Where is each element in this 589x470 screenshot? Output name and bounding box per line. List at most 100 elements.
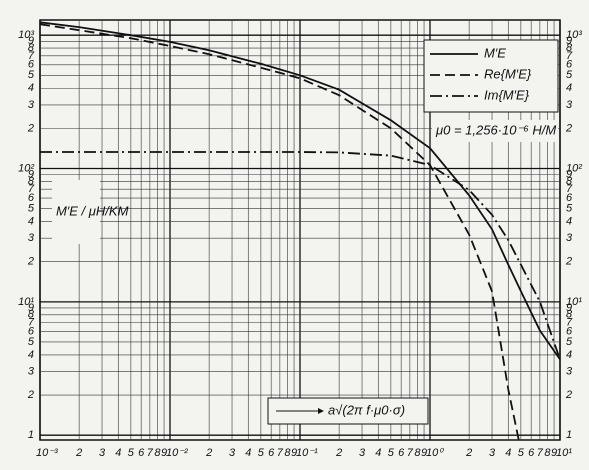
y-tick-label-right: 9 bbox=[566, 169, 572, 181]
y-tick-label-right: 7 bbox=[566, 50, 573, 62]
y-tick-label-left: 3 bbox=[28, 99, 35, 111]
y-tick-label-right: 4 bbox=[566, 215, 572, 227]
y-tick-label-left: 9 bbox=[28, 169, 34, 181]
y-tick-label-right: 5 bbox=[566, 203, 573, 215]
y-tick-label-left: 3 bbox=[28, 232, 35, 244]
series-line bbox=[40, 151, 560, 360]
y-tick-label-left: 10³ bbox=[18, 29, 34, 41]
x-tick-label: 6 bbox=[398, 447, 405, 459]
y-tick-label-left: 8 bbox=[28, 42, 35, 54]
x-tick-label: 6 bbox=[268, 447, 275, 459]
y-tick-label-left: 7 bbox=[28, 316, 35, 328]
x-axis-label: a√(2π f·μ0·σ) bbox=[328, 402, 405, 417]
y-tick-label-right: 9 bbox=[566, 302, 572, 314]
y-axis-label: M′E / μH/KM bbox=[56, 203, 129, 218]
y-tick-label-left: 10¹ bbox=[18, 296, 34, 308]
y-tick-label-right: 4 bbox=[566, 349, 572, 361]
y-tick-label-right: 8 bbox=[566, 175, 573, 187]
legend-label: M′E bbox=[484, 45, 506, 60]
y-tick-label-right: 4 bbox=[566, 82, 572, 94]
annotation-bg bbox=[432, 120, 558, 142]
y-tick-label-right: 10¹ bbox=[566, 296, 582, 308]
y-tick-label-left: 10² bbox=[18, 162, 34, 174]
y-tick-label-right: 3 bbox=[566, 99, 573, 111]
y-tick-label-right: 10³ bbox=[566, 29, 582, 41]
y-tick-label-left: 7 bbox=[28, 50, 35, 62]
y-tick-label-right: 7 bbox=[566, 316, 573, 328]
x-tick-label: 3 bbox=[489, 447, 496, 459]
y-tick-label-left: 8 bbox=[28, 309, 35, 321]
x-tick-label: 8 bbox=[284, 447, 291, 459]
y-tick-label-left: 5 bbox=[28, 336, 35, 348]
y-tick-label-left: 1 bbox=[28, 429, 34, 441]
x-tick-label: 4 bbox=[245, 447, 251, 459]
y-tick-label-right: 3 bbox=[566, 365, 573, 377]
x-tick-label: 5 bbox=[128, 447, 135, 459]
x-tick-label: 10¹ bbox=[556, 447, 572, 459]
y-tick-label-left: 4 bbox=[28, 82, 34, 94]
x-tick-label: 10⁰ bbox=[426, 447, 444, 459]
y-tick-label-right: 2 bbox=[565, 256, 572, 268]
y-tick-label-right: 8 bbox=[566, 42, 573, 54]
y-label-bg bbox=[52, 180, 100, 244]
x-tick-label: 7 bbox=[147, 447, 154, 459]
y-tick-label-right: 10² bbox=[566, 162, 582, 174]
x-tick-label: 7 bbox=[407, 447, 414, 459]
x-tick-label: 3 bbox=[99, 447, 106, 459]
x-tick-label: 8 bbox=[544, 447, 551, 459]
y-tick-label-left: 2 bbox=[27, 389, 34, 401]
x-label-arrowhead bbox=[318, 408, 324, 414]
x-tick-label: 2 bbox=[205, 447, 212, 459]
legend-label: Re{M′E} bbox=[484, 66, 532, 81]
y-tick-label-left: 6 bbox=[28, 325, 35, 337]
lines bbox=[40, 21, 560, 440]
y-tick-label-left: 5 bbox=[28, 69, 35, 81]
x-tick-label: 9 bbox=[421, 447, 427, 459]
x-tick-label: 7 bbox=[537, 447, 544, 459]
x-tick-label: 6 bbox=[138, 447, 145, 459]
x-tick-label: 4 bbox=[505, 447, 511, 459]
y-tick-label-right: 6 bbox=[566, 325, 573, 337]
x-tick-label: 10⁻³ bbox=[36, 447, 58, 459]
x-tick-label: 2 bbox=[75, 447, 82, 459]
y-tick-label-right: 1 bbox=[566, 429, 572, 441]
x-tick-label: 5 bbox=[388, 447, 395, 459]
y-tick-label-left: 4 bbox=[28, 349, 34, 361]
y-tick-label-right: 6 bbox=[566, 59, 573, 71]
y-tick-label-left: 6 bbox=[28, 192, 35, 204]
y-tick-label-right: 5 bbox=[566, 336, 573, 348]
y-tick-label-right: 2 bbox=[565, 122, 572, 134]
x-tick-label: 9 bbox=[551, 447, 557, 459]
y-tick-label-left: 9 bbox=[28, 302, 34, 314]
y-tick-label-left: 6 bbox=[28, 59, 35, 71]
legend-box bbox=[423, 39, 559, 113]
x-tick-label: 5 bbox=[258, 447, 265, 459]
y-tick-label-left: 2 bbox=[27, 256, 34, 268]
y-tick-label-left: 2 bbox=[27, 122, 34, 134]
series-line bbox=[40, 21, 560, 360]
x-tick-label: 4 bbox=[115, 447, 121, 459]
y-tick-label-left: 5 bbox=[28, 203, 35, 215]
y-tick-label-right: 8 bbox=[566, 309, 573, 321]
y-tick-label-right: 2 bbox=[565, 389, 572, 401]
x-tick-label: 3 bbox=[359, 447, 366, 459]
x-tick-label: 10⁻¹ bbox=[296, 447, 318, 459]
x-tick-label: 7 bbox=[277, 447, 284, 459]
x-tick-label: 8 bbox=[414, 447, 421, 459]
x-tick-label: 3 bbox=[229, 447, 236, 459]
x-tick-label: 8 bbox=[154, 447, 161, 459]
y-tick-label-right: 6 bbox=[566, 192, 573, 204]
annotation: μ0 = 1,256·10⁻⁶ H/M bbox=[435, 122, 556, 137]
legend: M′E Re{M′E} Im{M′E} bbox=[430, 45, 532, 102]
x-tick-label: 5 bbox=[518, 447, 525, 459]
x-tick-label: 4 bbox=[375, 447, 381, 459]
y-tick-label-right: 5 bbox=[566, 69, 573, 81]
x-tick-label: 2 bbox=[335, 447, 342, 459]
y-tick-label-left: 9 bbox=[28, 35, 34, 47]
series-line bbox=[40, 23, 520, 440]
x-tick-label: 9 bbox=[161, 447, 167, 459]
y-tick-label-left: 8 bbox=[28, 175, 35, 187]
y-tick-label-right: 3 bbox=[566, 232, 573, 244]
